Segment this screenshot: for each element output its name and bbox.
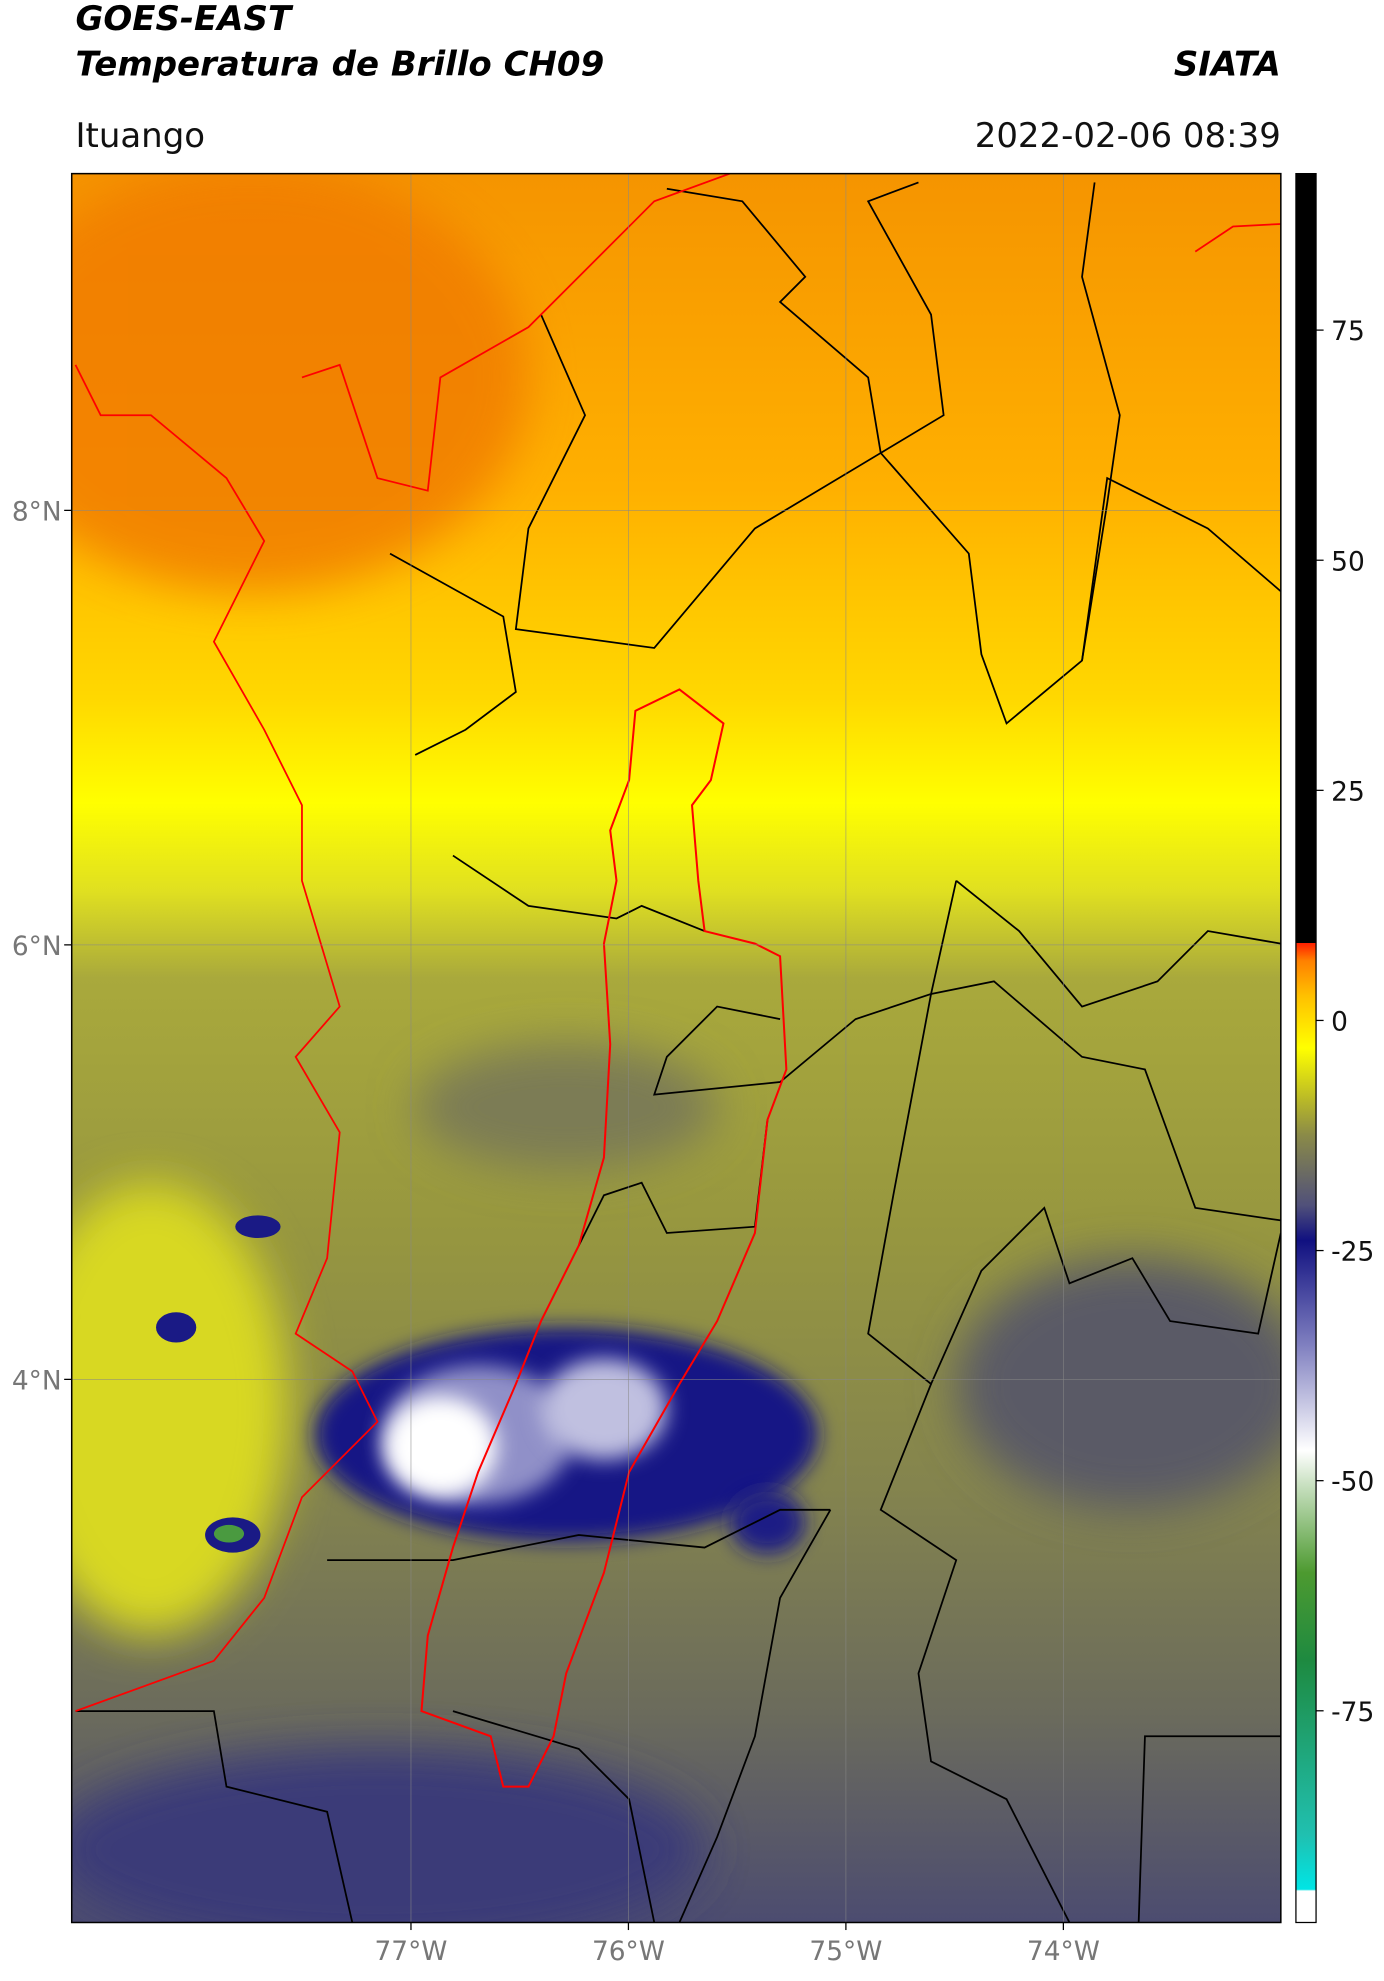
y-tick-label: 4°N	[12, 1365, 62, 1396]
x-tick-label: 77°W	[375, 1936, 448, 1967]
coastline	[74, 173, 1281, 1712]
satellite-title: GOES-EAST	[75, 0, 293, 39]
borders	[75, 181, 1281, 1923]
satellite-image	[71, 173, 1281, 1923]
x-tick-label: 74°W	[1027, 1936, 1100, 1967]
product-title: Temperatura de Brillo CH09	[75, 44, 604, 84]
timestamp: 2022-02-06 08:39	[975, 116, 1281, 156]
grid	[71, 173, 1281, 1923]
map-frame	[70, 172, 1282, 1924]
colorbar-tick-label: 0	[1331, 1007, 1348, 1038]
x-tick-label: 76°W	[592, 1936, 665, 1967]
x-tick-label: 75°W	[809, 1936, 882, 1967]
colorbar-tick-label: -75	[1331, 1697, 1374, 1728]
y-tick-label: 8°N	[12, 496, 62, 527]
ituango-basin	[420, 688, 788, 1788]
colorbar-tick-label: 50	[1331, 546, 1365, 577]
colorbar-tick-label: -50	[1331, 1467, 1374, 1498]
colorbar-tick-label: 25	[1331, 776, 1365, 807]
colorbar	[1295, 172, 1317, 1924]
y-tick-label: 6°N	[12, 931, 62, 962]
region: Ituango	[75, 116, 205, 156]
colorbar-tick-label: -25	[1331, 1237, 1374, 1268]
agency: SIATA	[1174, 44, 1281, 84]
colorbar-tick-label: 75	[1331, 316, 1365, 347]
